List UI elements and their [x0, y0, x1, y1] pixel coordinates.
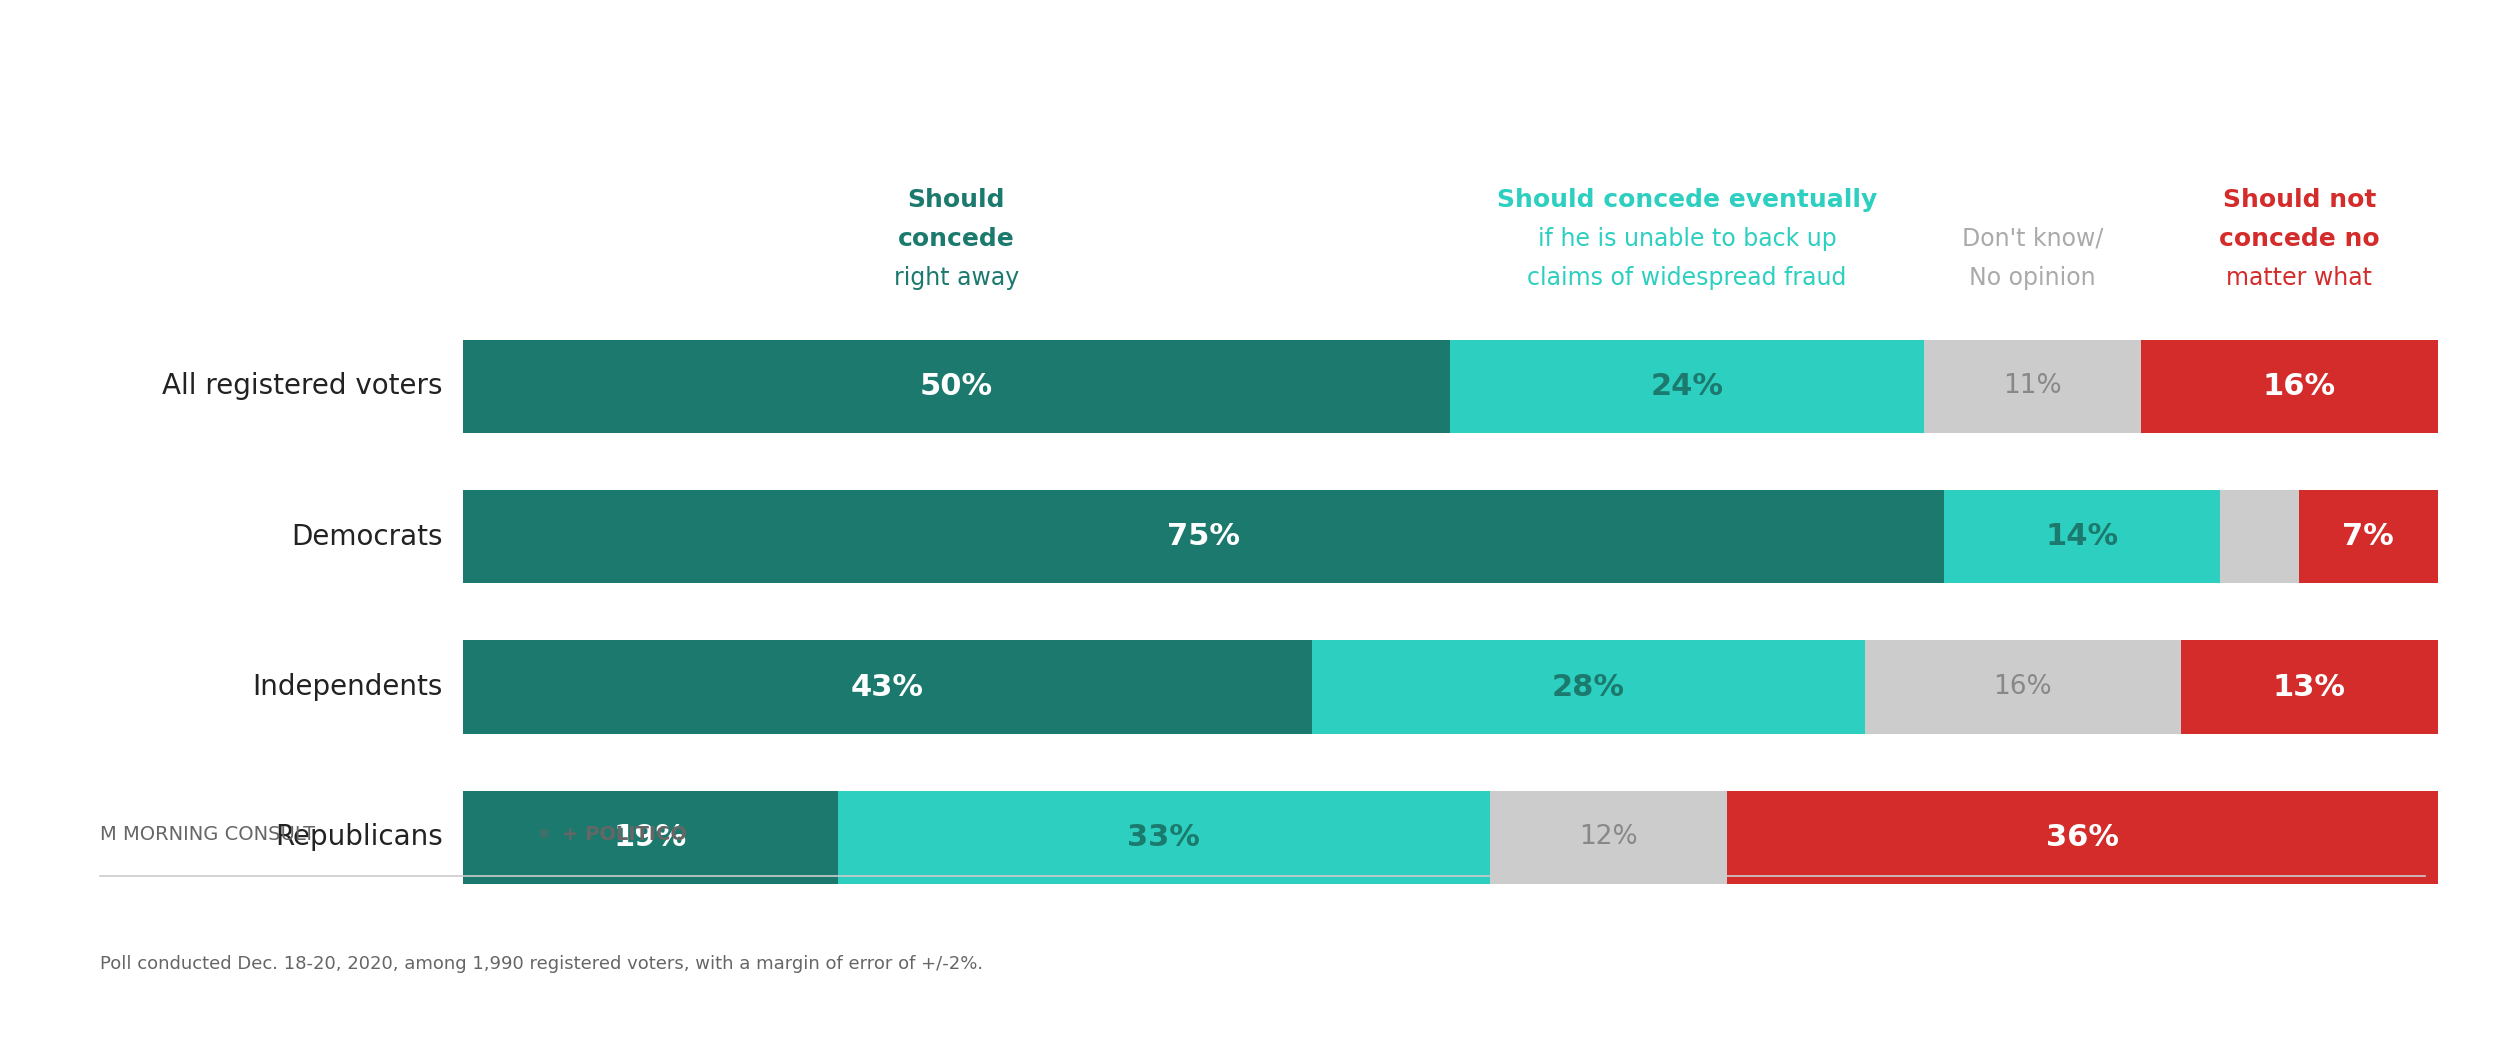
Text: Republicans: Republicans — [275, 823, 442, 851]
Text: 75%: 75% — [1168, 523, 1240, 551]
Text: concede no: concede no — [2220, 227, 2380, 251]
Text: 16%: 16% — [2262, 372, 2335, 400]
Bar — [462, 491, 1945, 583]
Text: Independents: Independents — [253, 673, 442, 701]
Bar — [1312, 641, 1865, 733]
Text: concede: concede — [898, 227, 1015, 251]
Bar — [1925, 340, 2140, 432]
Bar — [462, 641, 1312, 733]
Text: 24%: 24% — [1650, 372, 1722, 400]
Bar — [1865, 641, 2180, 733]
Text: 16%: 16% — [1992, 674, 2052, 700]
Text: Poll conducted Dec. 18-20, 2020, among 1,990 registered voters, with a margin of: Poll conducted Dec. 18-20, 2020, among 1… — [100, 955, 983, 974]
Bar — [1490, 791, 1728, 884]
Text: if he is unable to back up: if he is unable to back up — [1538, 227, 1838, 251]
Bar — [2300, 491, 2438, 583]
Text: + POLITICO: + POLITICO — [562, 825, 688, 844]
Bar — [1945, 491, 2220, 583]
Text: Μ MORNING CONSULT: Μ MORNING CONSULT — [100, 825, 315, 844]
Text: right away: right away — [892, 267, 1020, 290]
Text: 7%: 7% — [2342, 523, 2395, 551]
Bar — [2140, 340, 2458, 432]
Bar — [2180, 641, 2438, 733]
Text: 19%: 19% — [612, 823, 688, 851]
Text: matter what: matter what — [2228, 267, 2372, 290]
Text: Don't know/: Don't know/ — [1962, 227, 2102, 251]
Text: 36%: 36% — [2045, 823, 2118, 851]
Bar — [462, 340, 1450, 432]
Text: claims of widespread fraud: claims of widespread fraud — [1528, 267, 1848, 290]
Bar — [1727, 791, 2438, 884]
Bar — [838, 791, 1490, 884]
Bar — [462, 791, 838, 884]
Text: Should not: Should not — [2222, 188, 2375, 212]
Text: 13%: 13% — [2272, 673, 2345, 701]
Text: All registered voters: All registered voters — [162, 372, 442, 400]
Text: 43%: 43% — [850, 673, 922, 701]
Text: Should concede eventually: Should concede eventually — [1498, 188, 1878, 212]
Text: 28%: 28% — [1552, 673, 1625, 701]
Text: Democrats: Democrats — [290, 523, 442, 551]
Text: 14%: 14% — [2045, 523, 2118, 551]
Text: 11%: 11% — [2002, 373, 2062, 399]
Text: ®: ® — [538, 829, 550, 841]
Text: No opinion: No opinion — [1970, 267, 2095, 290]
Text: 33%: 33% — [1128, 823, 1200, 851]
Text: Should: Should — [908, 188, 1005, 212]
Bar — [1450, 340, 1925, 432]
Text: 50%: 50% — [920, 372, 993, 400]
Bar — [2220, 491, 2300, 583]
Text: 12%: 12% — [1578, 824, 1638, 850]
